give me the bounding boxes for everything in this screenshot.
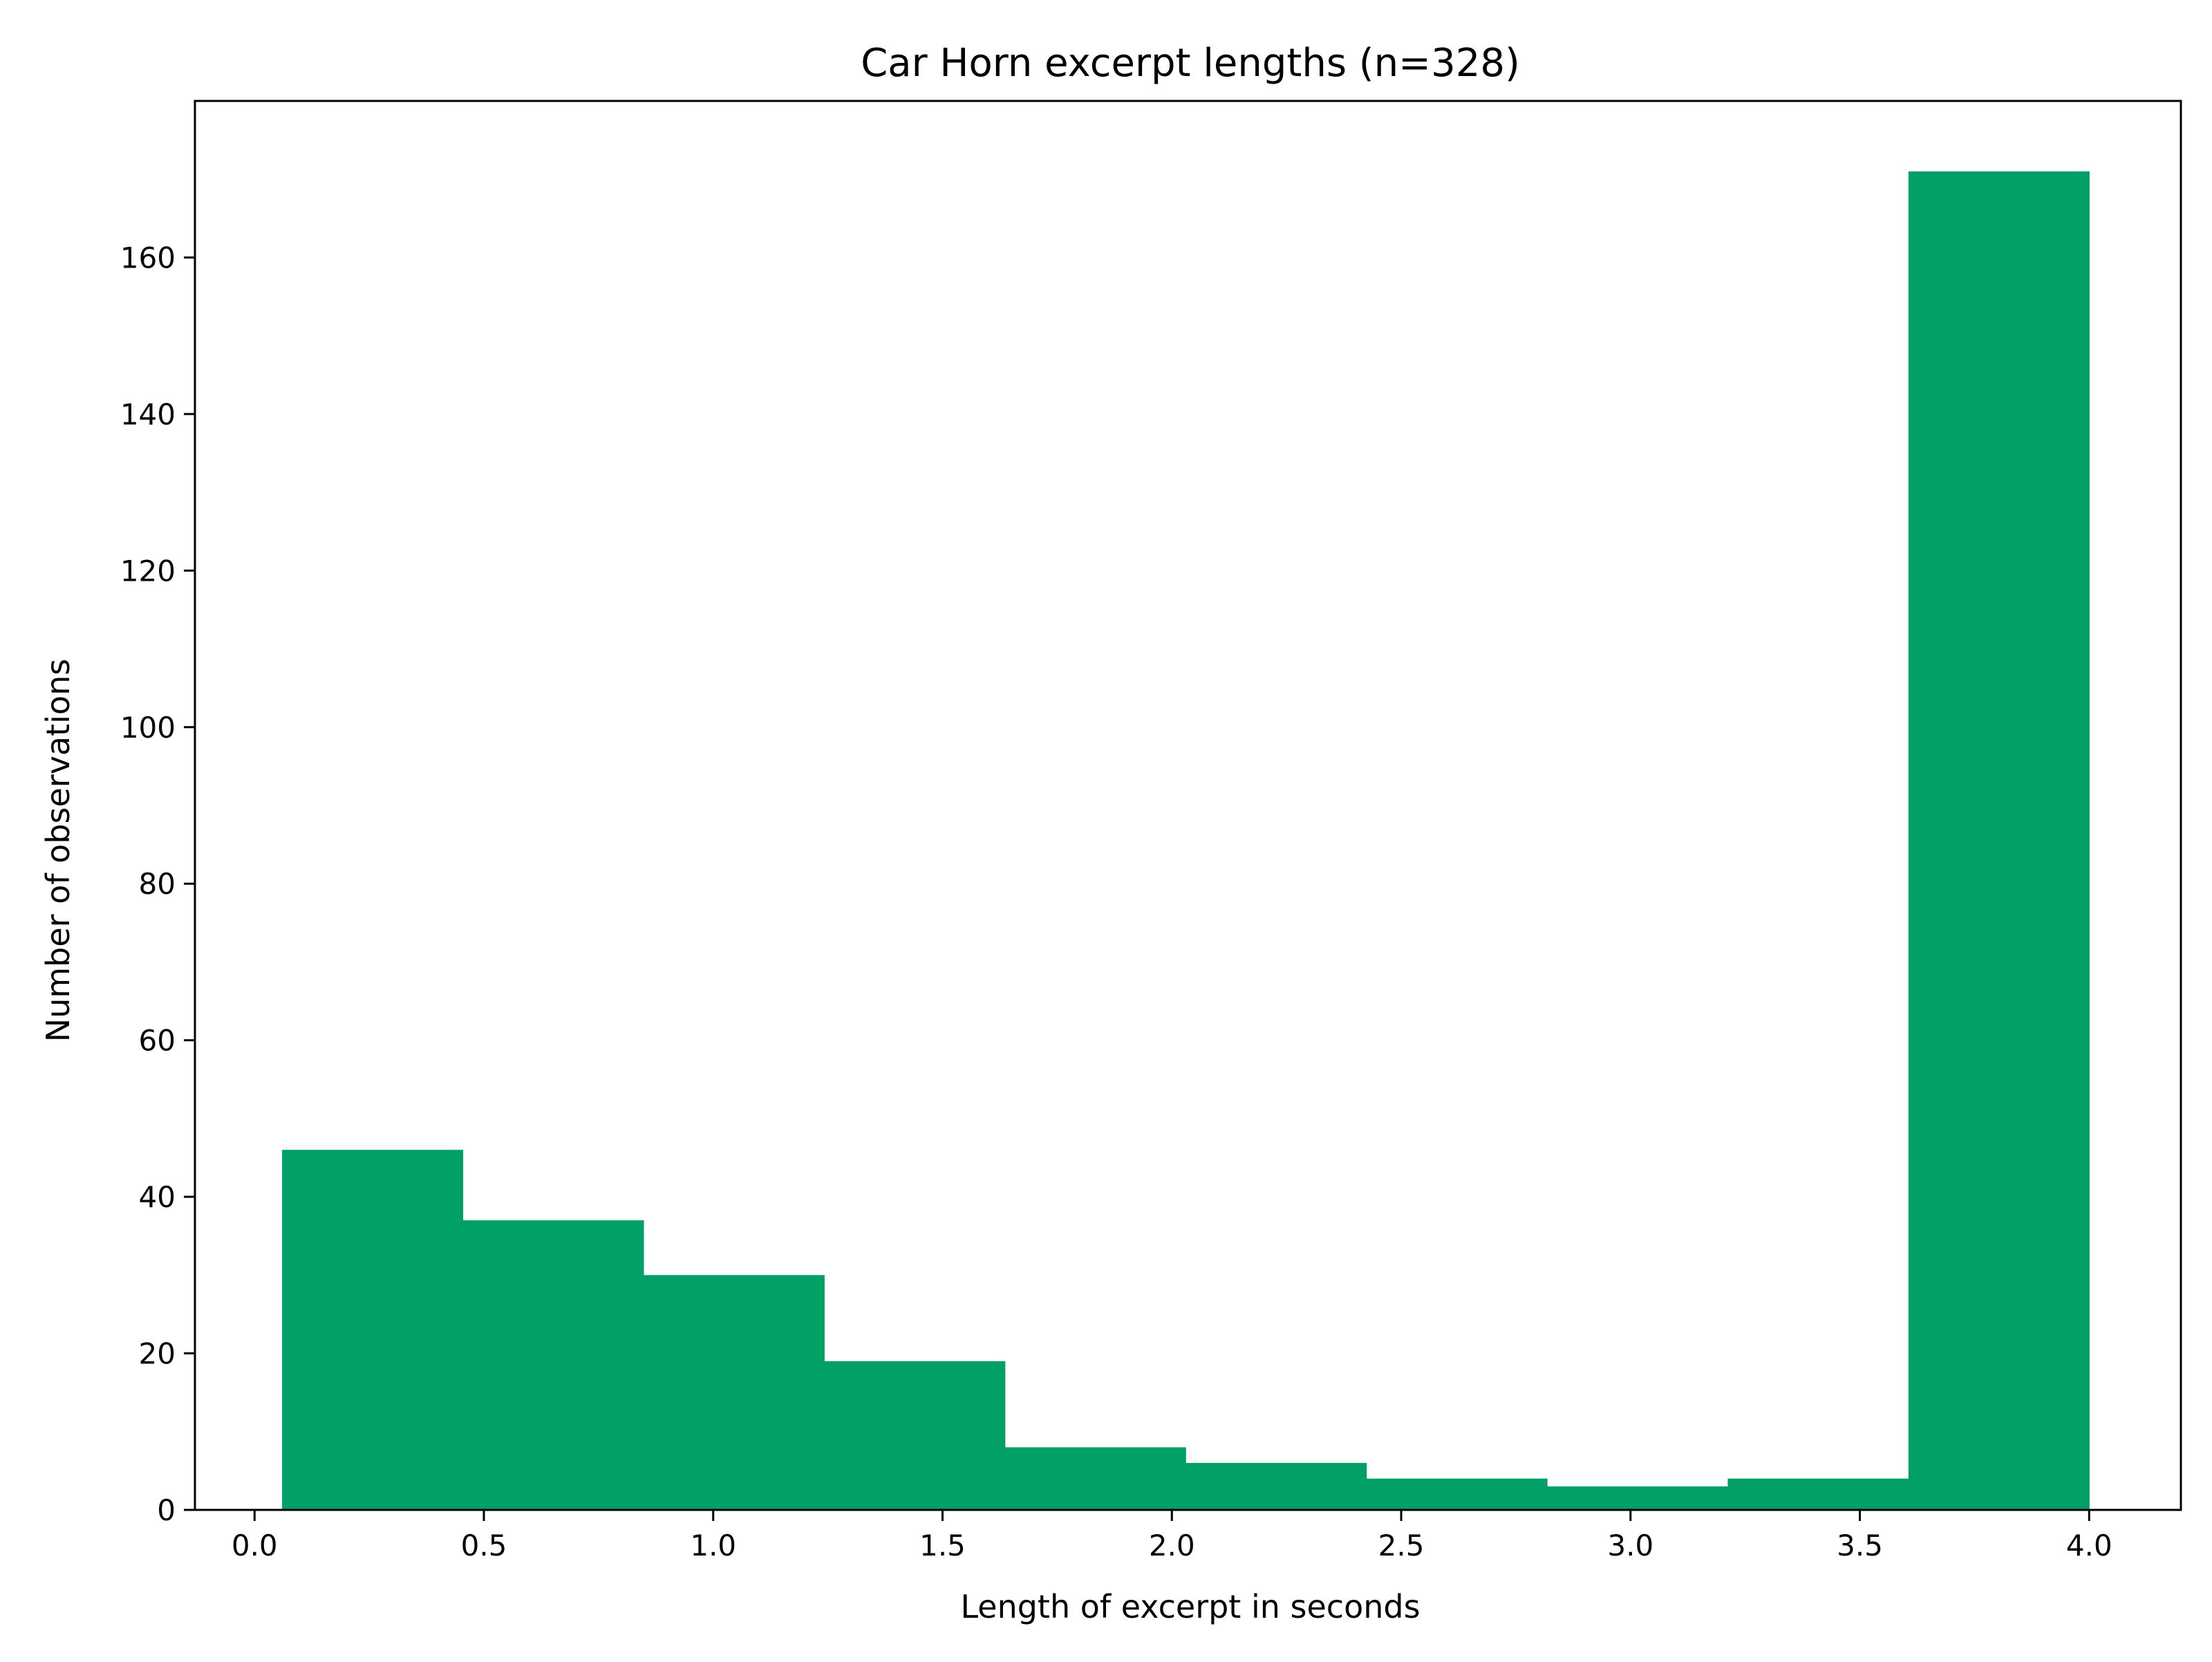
- histogram-bar: [1547, 1486, 1729, 1510]
- chart-title: Car Horn excerpt lengths (n=328): [861, 41, 1520, 86]
- histogram-bar: [643, 1275, 825, 1510]
- histogram-bar: [1908, 171, 2090, 1510]
- x-tick-label: 1.0: [690, 1529, 736, 1562]
- histogram-bar: [824, 1361, 1006, 1510]
- histogram-bar: [1727, 1478, 1909, 1510]
- axes-layer: 0.0 0.5 1.0 1.5 2.0 2.5 3.0 3.5 4.0 0 20 40 60 80 100 1…: [120, 100, 2182, 1562]
- histogram-bar: [1004, 1447, 1186, 1510]
- y-tick-label: 0: [157, 1493, 176, 1527]
- x-tick-label: 1.5: [919, 1529, 966, 1562]
- x-tick-label: 4.0: [2066, 1529, 2112, 1562]
- x-tick-label: 0.0: [232, 1529, 278, 1562]
- x-tick-label: 3.5: [1837, 1529, 1883, 1562]
- y-tick-label: 140: [120, 398, 176, 431]
- bars-layer: [282, 171, 2090, 1510]
- y-tick-label: 120: [120, 554, 176, 588]
- y-tick-label: 60: [139, 1024, 176, 1058]
- y-tick-label: 20: [139, 1337, 176, 1371]
- y-axis-label: Number of observations: [39, 659, 77, 1042]
- histogram-bar: [462, 1220, 644, 1510]
- plot-frame: [194, 100, 2182, 1511]
- y-tick-label: 160: [120, 241, 176, 274]
- histogram-bar: [282, 1150, 464, 1510]
- y-tick-label: 80: [139, 867, 176, 901]
- x-tick-label: 2.5: [1378, 1529, 1425, 1562]
- y-tick-label: 100: [120, 711, 176, 745]
- x-tick-label: 0.5: [461, 1529, 507, 1562]
- histogram-bar: [1185, 1463, 1367, 1510]
- x-tick-label: 2.0: [1149, 1529, 1195, 1562]
- x-axis-label: Length of excerpt in seconds: [960, 1588, 1420, 1625]
- y-tick-label: 40: [139, 1180, 176, 1214]
- x-tick-label: 3.0: [1607, 1529, 1653, 1562]
- histogram-bar: [1366, 1478, 1548, 1510]
